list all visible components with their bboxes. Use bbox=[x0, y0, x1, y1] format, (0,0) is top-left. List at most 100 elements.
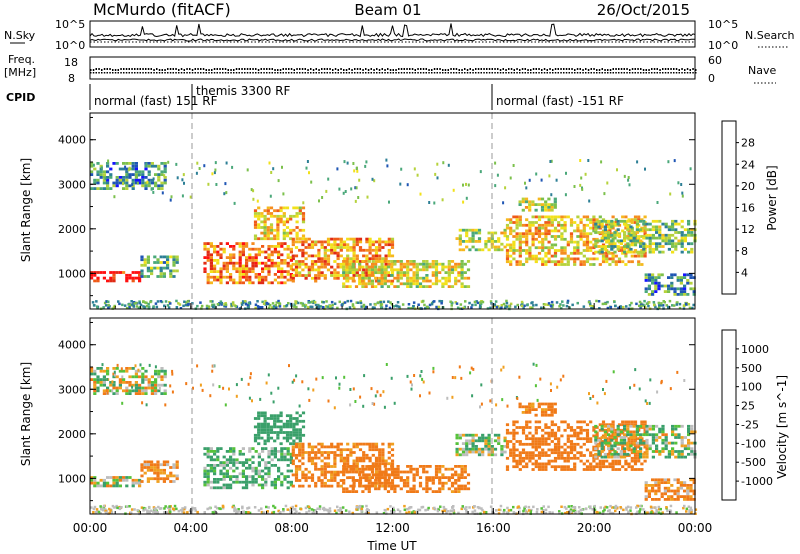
echo-cell bbox=[146, 180, 149, 184]
echo-cell bbox=[677, 181, 680, 185]
echo-cell bbox=[463, 262, 467, 266]
echo-cell bbox=[106, 386, 110, 390]
echo-cell bbox=[143, 466, 147, 469]
echo-cell bbox=[336, 442, 340, 446]
echo-cell bbox=[289, 431, 293, 434]
echo-cell bbox=[652, 301, 656, 304]
echo-cell bbox=[289, 419, 293, 423]
echo-cell bbox=[466, 481, 471, 485]
echo-cell bbox=[367, 274, 371, 277]
echo-cell bbox=[361, 490, 365, 493]
echo-cell bbox=[409, 465, 413, 468]
freq-mark bbox=[593, 68, 595, 70]
echo-cell bbox=[267, 472, 271, 476]
echo-cell bbox=[422, 465, 426, 468]
echo-cell bbox=[320, 240, 324, 244]
echo-cell bbox=[345, 467, 349, 471]
echo-cell bbox=[245, 261, 249, 265]
nave-mark bbox=[612, 72, 614, 74]
echo-cell bbox=[241, 264, 245, 268]
echo-cell bbox=[357, 196, 360, 199]
echo-cell bbox=[276, 417, 280, 420]
echo-cell bbox=[598, 249, 602, 252]
echo-cell bbox=[252, 189, 255, 193]
echo-cell bbox=[301, 448, 305, 452]
echo-cell bbox=[269, 237, 274, 241]
nave-mark bbox=[651, 72, 653, 74]
echo-cell bbox=[461, 228, 466, 232]
echo-cell bbox=[688, 306, 692, 310]
freq-mark bbox=[406, 68, 408, 70]
echo-cell bbox=[601, 423, 606, 427]
echo-cell bbox=[673, 293, 677, 296]
echo-cell bbox=[144, 369, 148, 373]
echo-cell bbox=[547, 251, 551, 255]
echo-cell bbox=[547, 223, 551, 227]
nave-mark bbox=[233, 72, 235, 74]
nave-mark bbox=[277, 72, 279, 74]
echo-cell bbox=[663, 301, 666, 304]
echo-cell bbox=[260, 422, 264, 426]
echo-cell bbox=[547, 426, 551, 429]
echo-cell bbox=[563, 215, 567, 219]
echo-cell bbox=[600, 436, 604, 439]
echo-cell bbox=[525, 426, 529, 429]
echo-cell bbox=[648, 433, 652, 437]
echo-cell bbox=[251, 281, 255, 285]
echo-cell bbox=[336, 265, 340, 269]
freq-panel: Freq. [MHz] 18 8 60 0 Nave bbox=[4, 53, 776, 85]
echo-cell bbox=[651, 273, 655, 277]
echo-cell bbox=[280, 267, 284, 271]
echo-cell bbox=[455, 450, 459, 454]
echo-cell bbox=[544, 440, 548, 443]
echo-cell bbox=[330, 473, 334, 477]
echo-cell bbox=[134, 173, 138, 176]
freq-mark bbox=[428, 69, 430, 71]
echo-cell bbox=[617, 423, 622, 427]
echo-cell bbox=[263, 217, 267, 221]
echo-cell bbox=[468, 450, 472, 454]
echo-cell bbox=[118, 478, 122, 482]
echo-cell bbox=[680, 225, 684, 229]
echo-cell bbox=[535, 172, 538, 176]
freq-mark bbox=[491, 68, 493, 70]
echo-cell bbox=[273, 214, 277, 218]
cpid-panel: CPID normal (fast) 151 RF themis 3300 RF… bbox=[6, 84, 624, 110]
echo-cell bbox=[428, 201, 431, 204]
echo-cell bbox=[629, 233, 633, 237]
echo-cell bbox=[431, 271, 435, 274]
freq-mark bbox=[230, 69, 232, 71]
nave-mark bbox=[378, 72, 381, 74]
nave-mark bbox=[392, 72, 394, 74]
echo-cell bbox=[348, 476, 352, 479]
echo-cell bbox=[222, 472, 226, 476]
echo-cell bbox=[606, 300, 609, 304]
freq-mark bbox=[307, 69, 309, 71]
freq-mark bbox=[156, 68, 158, 70]
echo-cell bbox=[594, 245, 598, 248]
echo-cell bbox=[619, 450, 623, 453]
echo-cell bbox=[342, 459, 347, 463]
echo-cell bbox=[434, 490, 439, 493]
echo-cell bbox=[627, 232, 631, 236]
echo-cell bbox=[474, 433, 478, 437]
echo-cell bbox=[523, 304, 526, 307]
echo-cell bbox=[267, 247, 271, 251]
echo-cell bbox=[537, 232, 542, 236]
freq-mark bbox=[98, 68, 100, 70]
echo-cell bbox=[368, 445, 372, 449]
echo-cell bbox=[289, 250, 293, 254]
echo-cell bbox=[266, 212, 270, 215]
echo-cell bbox=[245, 259, 249, 262]
echo-cell bbox=[159, 272, 163, 276]
echo-cell bbox=[206, 455, 210, 459]
echo-cell bbox=[150, 164, 154, 168]
echo-cell bbox=[286, 447, 290, 450]
echo-cell bbox=[531, 203, 535, 206]
echo-cell bbox=[219, 478, 223, 481]
echo-cell bbox=[206, 447, 210, 450]
echo-cell bbox=[518, 221, 522, 224]
echo-cell bbox=[648, 239, 652, 243]
echo-cell bbox=[159, 477, 163, 481]
echo-cell bbox=[157, 178, 161, 182]
